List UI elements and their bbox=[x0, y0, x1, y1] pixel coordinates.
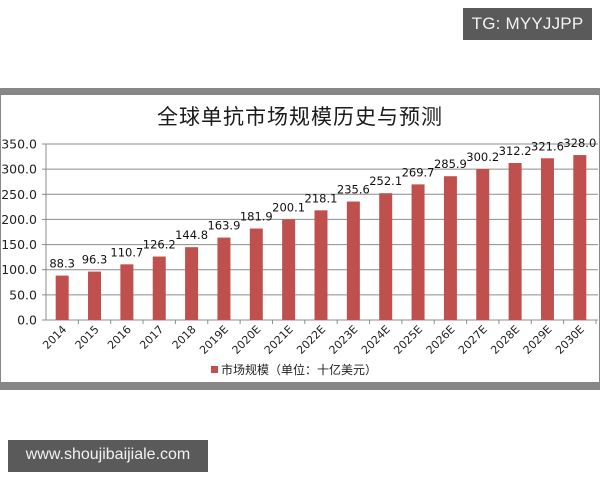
y-tick-label: 300.0 bbox=[1, 162, 37, 177]
bar bbox=[55, 275, 69, 320]
bar-value-label: 218.1 bbox=[305, 191, 338, 205]
bar-value-label: 328.0 bbox=[563, 136, 596, 150]
bar-value-label: 300.2 bbox=[466, 150, 499, 164]
bar bbox=[443, 176, 457, 320]
bar-value-label: 96.3 bbox=[82, 253, 108, 267]
legend: 市场规模（单位：十亿美元） bbox=[211, 361, 377, 378]
x-category-label: 2020E bbox=[230, 323, 264, 357]
x-category-label: 2025E bbox=[391, 323, 425, 357]
bar bbox=[540, 158, 554, 320]
bar bbox=[120, 264, 134, 320]
x-category-label: 2030E bbox=[553, 323, 587, 357]
bar bbox=[379, 193, 393, 320]
bar-value-label: 181.9 bbox=[240, 210, 273, 224]
bar-value-label: 252.1 bbox=[369, 174, 402, 188]
bar-value-label: 88.3 bbox=[49, 257, 75, 271]
bar-value-label: 312.2 bbox=[499, 144, 532, 158]
bar-value-label: 163.9 bbox=[207, 219, 240, 233]
chart-area: 全球单抗市场规模历史与预测 0.0 50.0 100.0 150.0 200.0 250.… bbox=[1, 95, 599, 382]
bar bbox=[217, 237, 231, 320]
x-category-label: 2024E bbox=[359, 323, 393, 357]
bar-value-label: 126.2 bbox=[143, 238, 176, 252]
x-category-label: 2022E bbox=[294, 323, 328, 357]
x-category-label: 2023E bbox=[327, 323, 361, 357]
legend-swatch bbox=[211, 366, 218, 373]
y-tick-label: 0.0 bbox=[17, 313, 37, 328]
x-category-label: 2021E bbox=[262, 323, 296, 357]
bar-value-label: 200.1 bbox=[272, 200, 305, 214]
watermark-top: TG: MYYJJPP bbox=[463, 8, 592, 40]
x-category-label: 2015 bbox=[73, 323, 102, 352]
y-tick-label: 50.0 bbox=[9, 287, 37, 302]
bar-value-label: 269.7 bbox=[402, 165, 435, 179]
bar-value-label: 144.8 bbox=[175, 228, 208, 242]
bar-value-label: 110.7 bbox=[110, 245, 143, 259]
bar bbox=[508, 163, 522, 320]
bar bbox=[185, 247, 199, 320]
chart-frame: 全球单抗市场规模历史与预测 0.0 50.0 100.0 150.0 200.0 250.… bbox=[0, 88, 600, 390]
bar bbox=[152, 256, 166, 320]
x-category-label: 2026E bbox=[424, 323, 458, 357]
x-category-label: 2016 bbox=[105, 323, 134, 352]
y-tick-label: 150.0 bbox=[1, 237, 37, 252]
x-category-label: 2017 bbox=[137, 323, 166, 352]
bar-plot: 0.0 50.0 100.0 150.0 200.0 250.0 300.0 350.0 88.… bbox=[1, 136, 598, 357]
bar-value-label: 285.9 bbox=[434, 157, 467, 171]
bar bbox=[476, 169, 490, 320]
legend-label: 市场规模（单位：十亿美元） bbox=[221, 363, 378, 377]
x-category-label: 2014 bbox=[40, 323, 69, 352]
y-tick-label: 350.0 bbox=[1, 137, 37, 152]
x-category-label: 2019E bbox=[197, 323, 231, 357]
x-category-label: 2027E bbox=[456, 323, 490, 357]
chart-title: 全球单抗市场规模历史与预测 bbox=[157, 105, 443, 129]
y-tick-label: 100.0 bbox=[1, 262, 37, 277]
y-tick-label: 250.0 bbox=[1, 187, 37, 202]
x-category-label: 2028E bbox=[488, 323, 522, 357]
x-category-label: 2018 bbox=[170, 323, 199, 352]
bar bbox=[573, 155, 587, 320]
bar-value-label: 321.6 bbox=[531, 139, 564, 153]
y-tick-label: 200.0 bbox=[1, 212, 37, 227]
bar bbox=[411, 184, 425, 320]
bar bbox=[346, 201, 360, 320]
x-category-label: 2029E bbox=[521, 323, 555, 357]
watermark-bottom: www.shoujibaijiale.com bbox=[8, 440, 208, 472]
bar-value-label: 235.6 bbox=[337, 183, 370, 197]
bar bbox=[88, 271, 102, 320]
bar bbox=[282, 219, 296, 320]
bar bbox=[314, 210, 328, 320]
bar bbox=[249, 228, 263, 320]
